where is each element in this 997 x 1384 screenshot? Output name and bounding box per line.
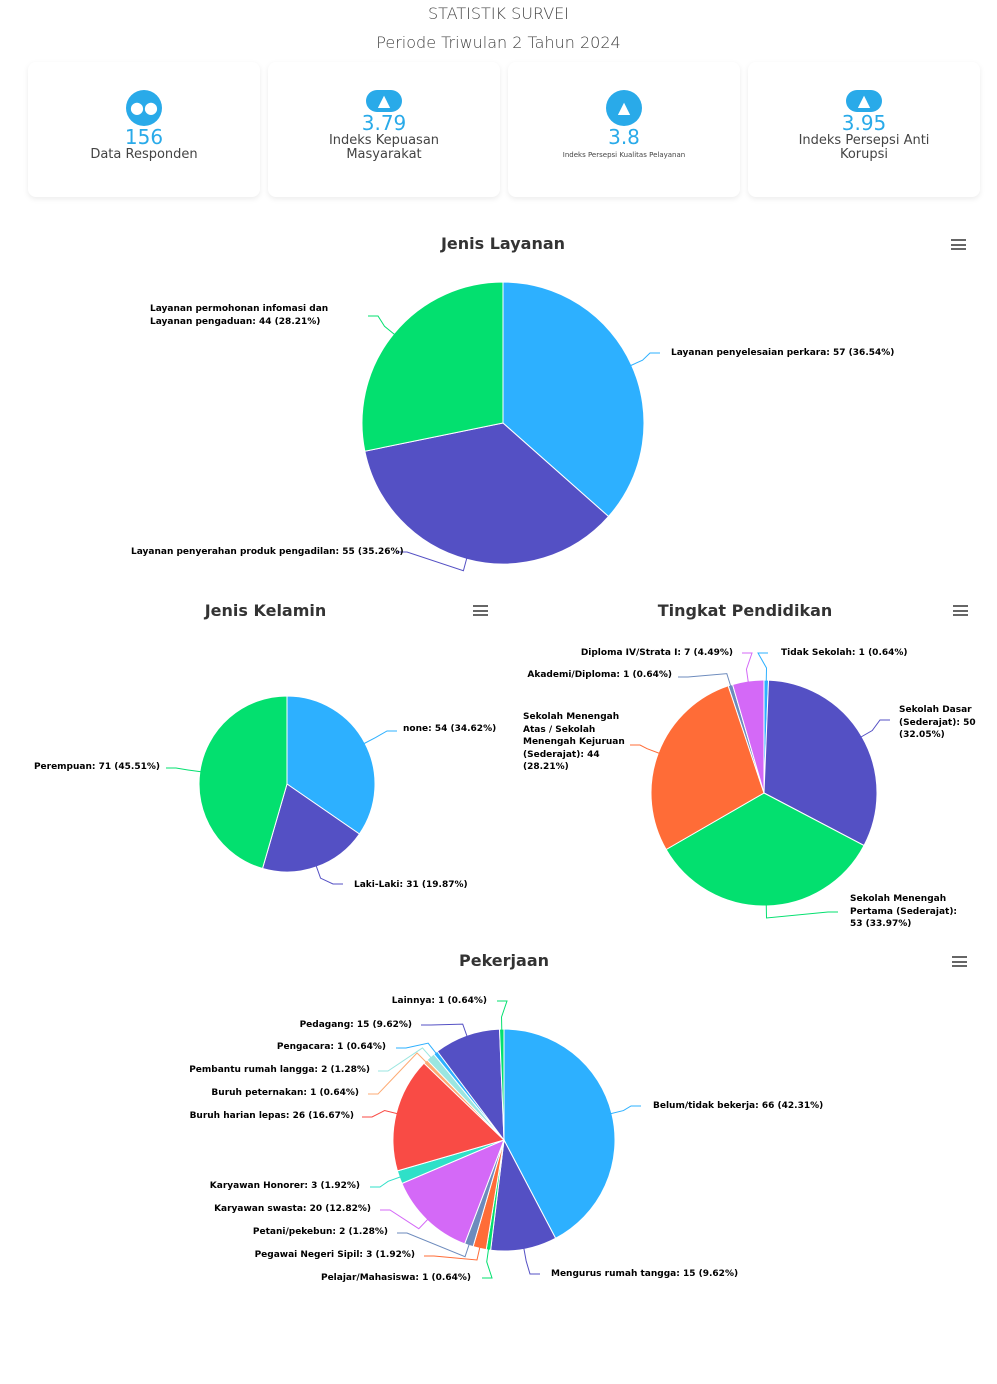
users-icon: ●●: [126, 90, 162, 126]
connector-line: [757, 652, 768, 684]
connector-line: [368, 315, 397, 337]
card-label: Indeks Persepsi Kualitas Pelayanan: [562, 151, 686, 159]
chart-menu-icon[interactable]: [953, 605, 968, 616]
connector-line: [497, 1000, 508, 1033]
card-label: Data Responden: [90, 147, 198, 162]
chart-title-layanan: Jenis Layanan: [440, 234, 566, 253]
chart-menu-icon[interactable]: [473, 605, 488, 616]
data-label: Sekolah Dasar (Sederajat): 50 (32.05%): [899, 705, 976, 740]
connector-line: [380, 1209, 430, 1230]
data-label: Sekolah Menengah Atas / Sekolah Menengah…: [523, 712, 625, 772]
data-label: Karyawan Honorer: 3 (1.92%): [209, 1181, 360, 1191]
card-value: 3.79: [361, 111, 407, 135]
data-label: Layanan permohonan infomasi dan Layanan …: [150, 304, 329, 327]
connector-line: [678, 673, 732, 689]
chart-title-pekerjaan: Pekerjaan: [459, 951, 549, 970]
connector-line: [859, 719, 890, 739]
data-label: Diploma IV/Strata I: 7 (4.49%): [580, 648, 733, 658]
chart-menu-icon[interactable]: [951, 239, 966, 250]
data-label: Layanan penyerahan produk pengadilan: 55…: [131, 547, 404, 557]
connector-line: [765, 902, 838, 919]
chart-title-kelamin: Jenis Kelamin: [204, 601, 327, 620]
connector-line: [630, 744, 662, 755]
card-respondents: ●● 156 Data Responden: [28, 62, 260, 197]
connector-line: [482, 1246, 493, 1279]
data-label: Lainnya: 1 (0.64%): [391, 996, 487, 1006]
data-label: Buruh harian lepas: 26 (16.67%): [189, 1111, 354, 1121]
data-label: Mengurus rumah tangga: 15 (9.62%): [551, 1269, 739, 1279]
connector-line: [370, 1175, 403, 1188]
card-label: Indeks Kepuasan Masyarakat: [328, 133, 440, 162]
data-label: Layanan penyelesaian perkara: 57 (36.54%…: [671, 348, 895, 358]
connector-line: [397, 1232, 471, 1258]
connector-line: [315, 863, 343, 885]
data-label: Belum/tidak bekerja: 66 (42.31%): [653, 1101, 824, 1111]
thumbs-up-icon: ▲: [366, 90, 402, 112]
thumbs-up-icon: ▲: [846, 90, 882, 112]
connector-line: [608, 1105, 641, 1115]
data-label: none: 54 (34.62%): [403, 724, 497, 734]
card-value: 156: [124, 125, 164, 149]
thumbs-up-icon: ▲: [606, 90, 642, 126]
card-label: Indeks Persepsi Anti Korupsi: [798, 133, 930, 162]
connector-line: [628, 352, 660, 367]
data-label: Tidak Sekolah: 1 (0.64%): [781, 648, 908, 658]
connector-line: [421, 1023, 469, 1039]
data-label: Petani/pekebun: 2 (1.28%): [252, 1227, 388, 1237]
card-value: 3.8: [608, 125, 640, 149]
data-label: Sekolah Menengah Pertama (Sederajat): 53…: [850, 894, 958, 929]
data-label: Akademi/Diploma: 1 (0.64%): [527, 670, 672, 680]
chart-title-pendidikan: Tingkat Pendidikan: [657, 601, 833, 620]
period-subtitle: Periode Triwulan 2 Tahun 2024: [376, 33, 621, 52]
card-ikm: ▲ 3.79 Indeks Kepuasan Masyarakat: [268, 62, 500, 197]
card-ipak: ▲ 3.95 Indeks Persepsi Anti Korupsi: [748, 62, 980, 197]
data-label: Pedagang: 15 (9.62%): [299, 1020, 412, 1030]
connector-line: [166, 767, 203, 773]
connector-line: [368, 1052, 428, 1095]
data-label: Pembantu rumah langga: 2 (1.28%): [189, 1065, 370, 1075]
connector-line: [424, 1245, 481, 1261]
data-label: Karyawan swasta: 20 (12.82%): [214, 1204, 371, 1214]
connector-line: [742, 652, 753, 685]
card-ipk: ▲ 3.8 Indeks Persepsi Kualitas Pelayanan: [508, 62, 740, 197]
connector-line: [396, 1042, 438, 1056]
connector-line: [362, 730, 397, 745]
connector-line: [397, 551, 468, 572]
chart-menu-icon[interactable]: [952, 956, 967, 967]
data-label: Laki-Laki: 31 (19.87%): [354, 880, 468, 890]
data-label: Perempuan: 71 (45.51%): [33, 762, 160, 772]
data-label: Pegawai Negeri Sipil: 3 (1.92%): [254, 1250, 415, 1260]
connector-line: [378, 1047, 433, 1072]
page-title: STATISTIK SURVEI: [428, 4, 569, 23]
data-label: Buruh peternakan: 1 (0.64%): [211, 1088, 359, 1098]
data-label: Pengacara: 1 (0.64%): [276, 1042, 386, 1052]
data-label: Pelajar/Mahasiswa: 1 (0.64%): [320, 1273, 471, 1283]
connector-line: [522, 1246, 540, 1275]
pie-slice[interactable]: [361, 281, 504, 452]
connector-line: [362, 1110, 400, 1118]
card-value: 3.95: [841, 111, 887, 135]
